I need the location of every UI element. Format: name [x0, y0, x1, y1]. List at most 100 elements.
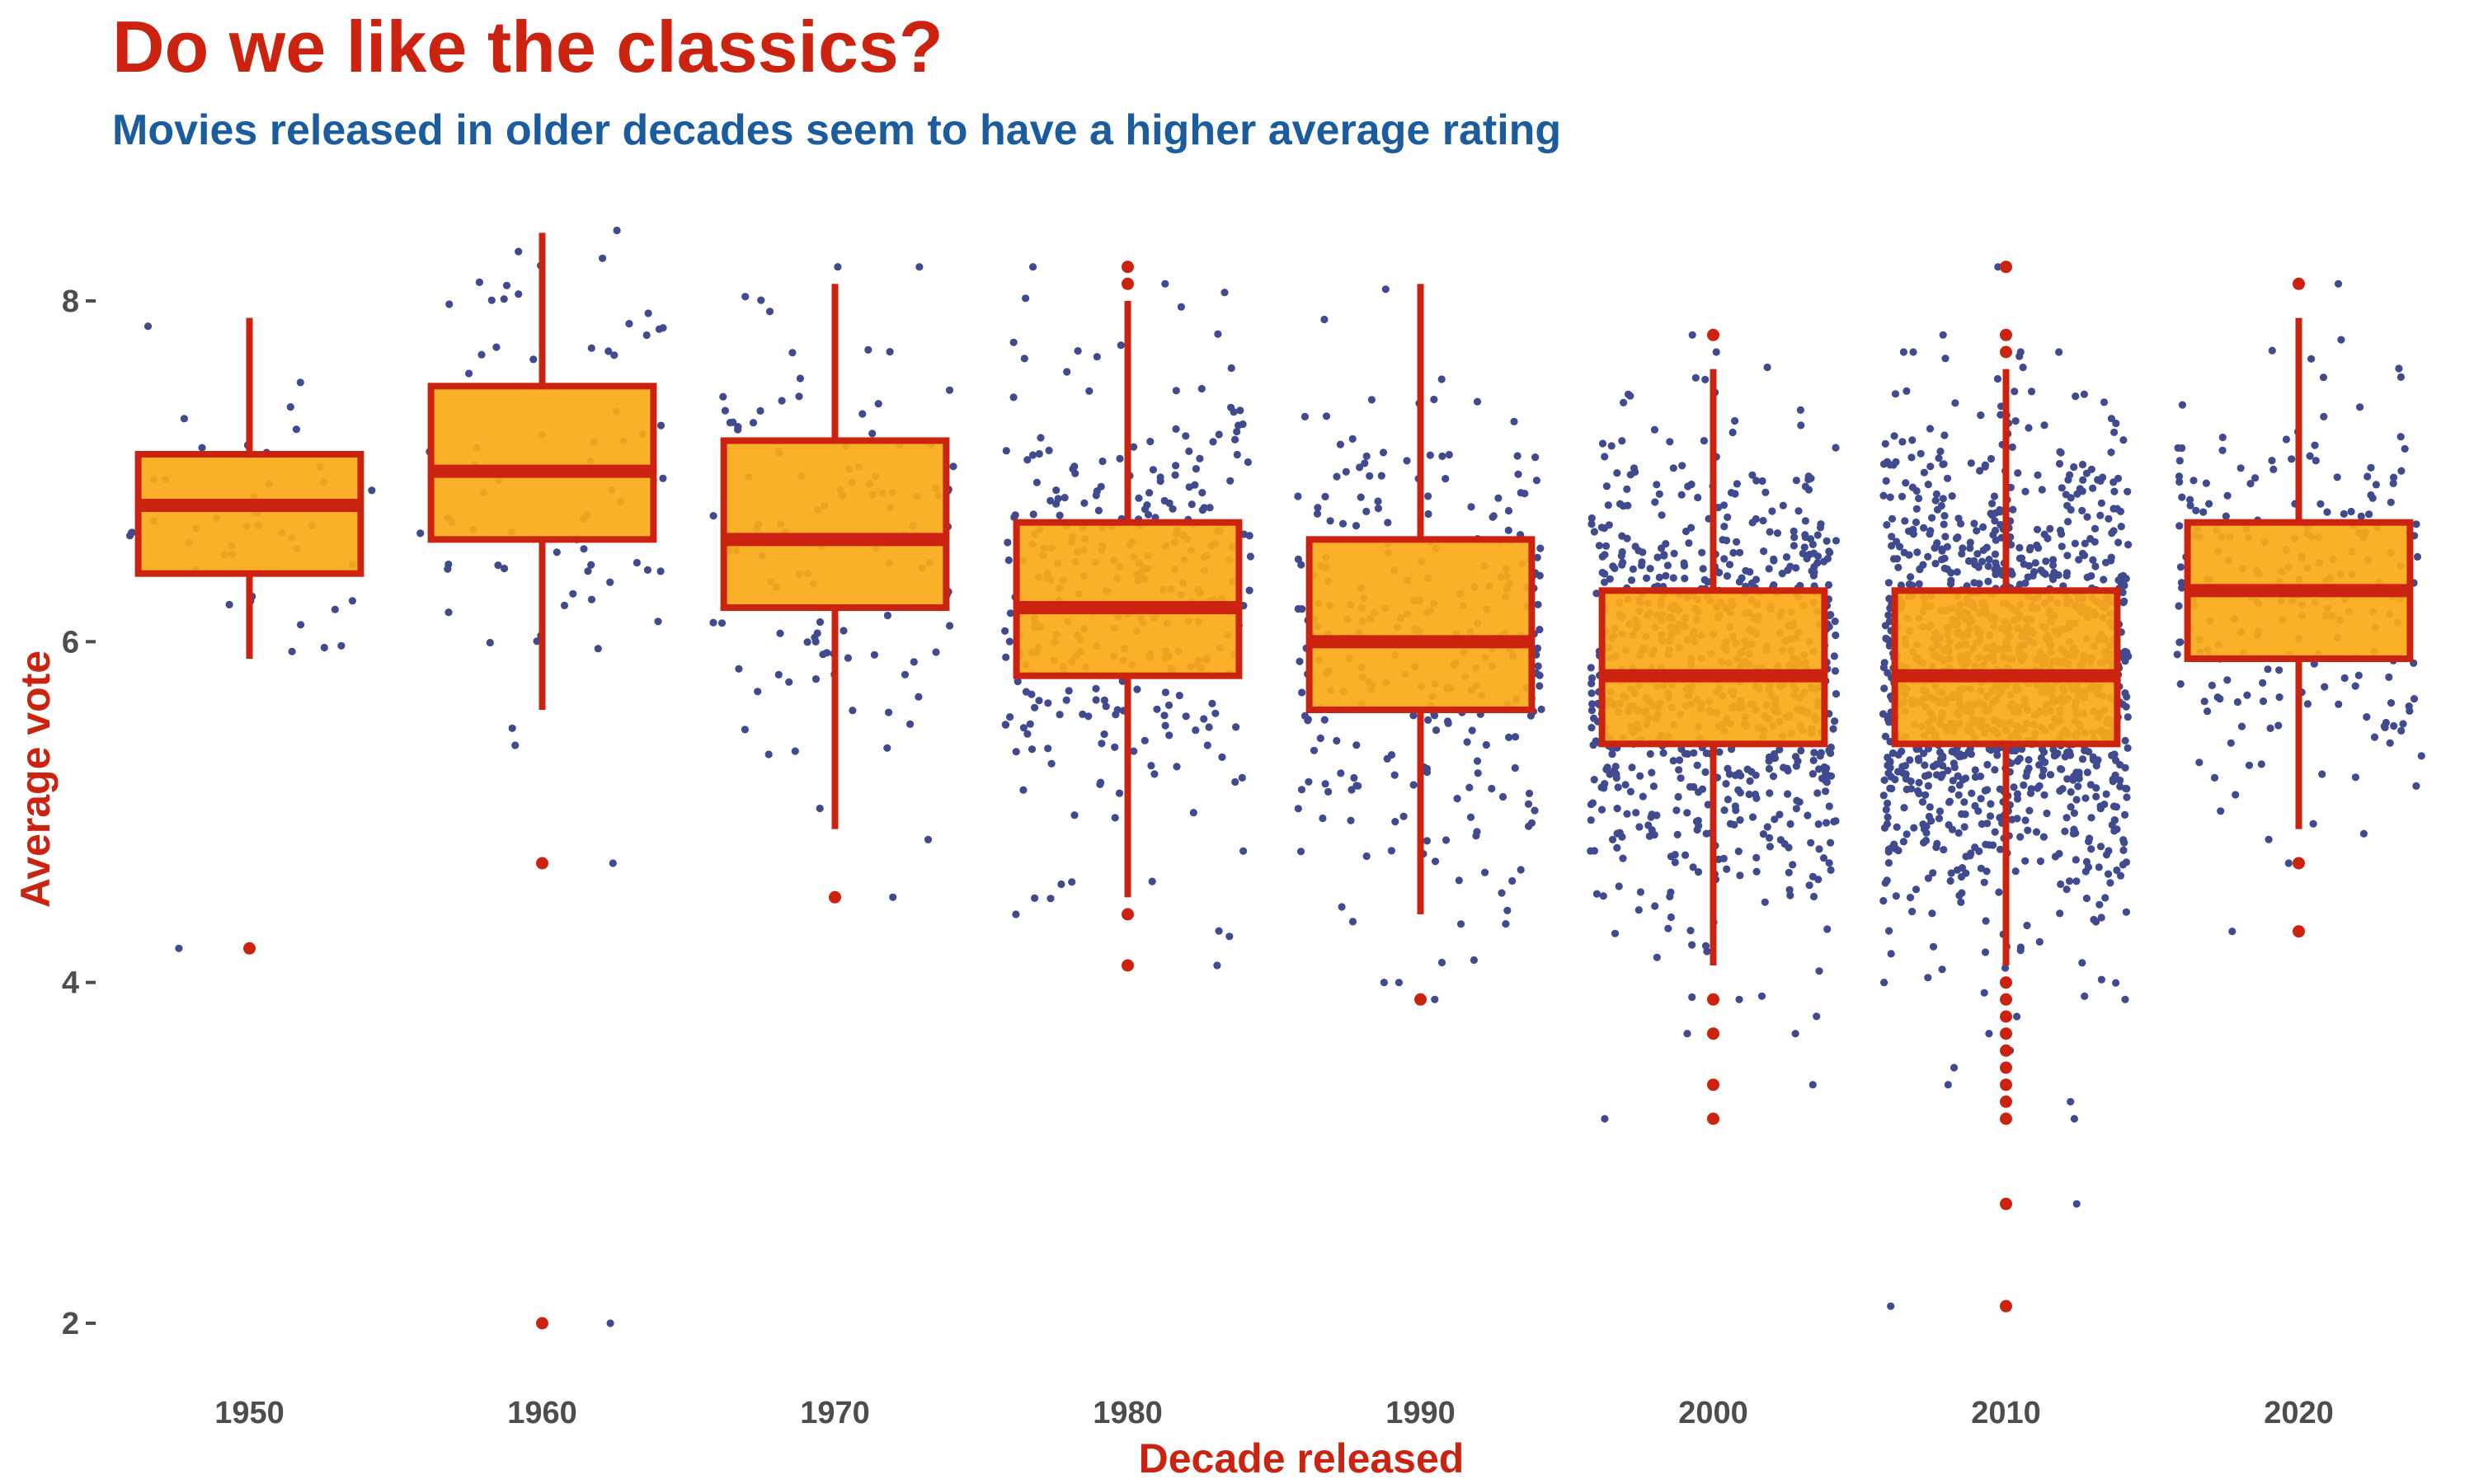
data-point — [1093, 353, 1101, 361]
data-point — [175, 944, 183, 952]
data-point — [1955, 891, 1964, 899]
data-point — [533, 637, 541, 646]
data-point — [1502, 920, 1510, 928]
data-point — [1294, 805, 1302, 813]
data-point — [1028, 690, 1036, 698]
data-point — [1906, 894, 1915, 902]
x-tick-label: 1960 — [507, 1396, 577, 1430]
data-point — [1298, 688, 1306, 697]
data-point — [2175, 472, 2184, 481]
data-point — [1987, 800, 1995, 808]
data-point — [1940, 431, 1949, 439]
data-point — [2236, 464, 2245, 472]
data-point — [1791, 753, 1800, 761]
data-point — [2210, 773, 2219, 782]
data-point — [1650, 831, 1658, 839]
data-point — [296, 378, 304, 387]
data-point — [2097, 975, 2105, 984]
data-point — [1192, 465, 1200, 473]
data-point — [803, 638, 811, 646]
data-point — [1618, 437, 1626, 445]
data-point — [2078, 506, 2086, 515]
data-point — [2072, 1200, 2081, 1208]
data-point — [1200, 715, 1208, 723]
data-point — [1921, 836, 1931, 845]
data-point — [1671, 851, 1679, 859]
data-point — [2055, 849, 2063, 858]
data-point — [1227, 403, 1235, 411]
data-point — [2025, 756, 2033, 764]
data-point — [2237, 722, 2246, 730]
box — [427, 383, 657, 543]
data-point — [1936, 447, 1945, 456]
data-point — [2087, 845, 2095, 853]
data-point — [1348, 434, 1357, 444]
data-point — [511, 741, 520, 749]
data-point — [2363, 713, 2371, 721]
data-point — [2101, 894, 2109, 902]
data-point — [1621, 781, 1630, 789]
data-point — [1035, 449, 1043, 458]
data-point — [1793, 796, 1801, 805]
data-point — [2257, 760, 2265, 768]
data-point — [1769, 773, 1778, 781]
data-point — [1513, 452, 1522, 460]
data-point — [2091, 524, 2100, 533]
data-point — [1602, 765, 1611, 773]
outlier-point — [536, 857, 548, 870]
data-point — [2275, 693, 2284, 702]
data-point — [1953, 866, 1962, 874]
data-point — [2096, 802, 2105, 810]
data-point — [2039, 772, 2047, 780]
data-point — [1940, 520, 1948, 528]
data-point — [1244, 458, 1252, 467]
y-tick-label: 6 — [62, 625, 79, 660]
data-point — [2013, 815, 2021, 823]
chart-title: Do we like the classics? — [112, 6, 943, 87]
data-point — [1932, 490, 1940, 499]
data-point — [1770, 581, 1778, 589]
data-point — [754, 688, 762, 696]
data-point — [1160, 496, 1169, 505]
data-point — [500, 295, 508, 303]
data-point — [1931, 496, 1940, 505]
data-point — [1766, 789, 1774, 797]
data-point — [1245, 532, 1253, 540]
data-point — [2387, 699, 2396, 707]
data-point — [1822, 777, 1830, 785]
data-point — [1674, 792, 1682, 801]
data-point — [2095, 900, 2104, 909]
data-point — [1482, 740, 1490, 749]
data-point — [1915, 580, 1923, 588]
data-point — [2015, 554, 2024, 562]
data-point — [2008, 571, 2016, 579]
data-point — [1902, 479, 1910, 487]
data-point — [1597, 783, 1606, 791]
data-point — [726, 418, 735, 427]
data-point — [1803, 554, 1811, 563]
data-point — [2186, 501, 2194, 510]
data-point — [1970, 519, 1978, 528]
data-point — [1297, 561, 1305, 569]
data-point — [1736, 871, 1744, 880]
data-point — [2049, 556, 2058, 564]
data-point — [1759, 830, 1767, 838]
data-point — [1653, 553, 1662, 561]
data-point — [1172, 387, 1180, 395]
data-point — [2266, 724, 2274, 733]
data-point — [1610, 767, 1618, 775]
data-point — [2123, 793, 2131, 801]
data-point — [1761, 898, 1769, 906]
data-point — [1379, 448, 1388, 457]
data-point — [1236, 406, 1244, 415]
data-point — [2037, 754, 2045, 763]
data-point — [2058, 484, 2066, 492]
data-point — [1941, 533, 1950, 541]
data-point — [1971, 843, 1979, 852]
data-point — [1926, 530, 1934, 538]
data-point — [717, 619, 727, 627]
data-point — [1981, 463, 1989, 471]
data-point — [1736, 816, 1744, 824]
data-point — [2062, 814, 2071, 822]
data-point — [1825, 547, 1833, 556]
